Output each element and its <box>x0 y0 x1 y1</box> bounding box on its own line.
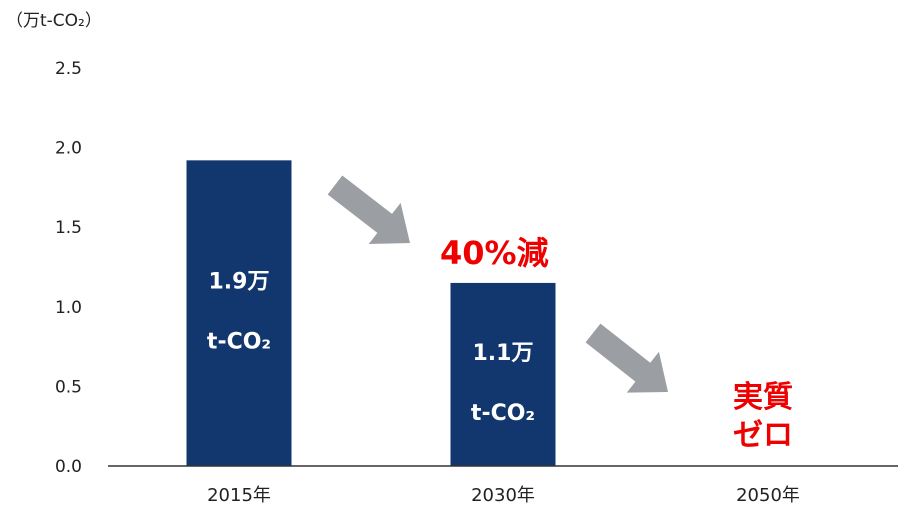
bar-2030年 <box>450 282 556 466</box>
y-tick-label: 1.0 <box>55 298 82 318</box>
decrease-arrow-2 <box>585 323 668 393</box>
y-axis-unit-label: （万t-CO₂） <box>6 11 102 31</box>
reduction-annotation: 40%減 <box>440 234 549 272</box>
y-tick-label: 0.5 <box>55 377 82 397</box>
net-zero-annotation-line1: 実質 <box>733 380 793 415</box>
bar-value-label: 1.1万 <box>473 341 534 366</box>
bar-value-label: 1.9万 <box>209 270 270 295</box>
y-tick-label: 2.0 <box>55 139 82 159</box>
bar-unit-label: t-CO₂ <box>471 401 535 426</box>
y-tick-label: 1.5 <box>55 218 82 238</box>
bar-2015年 <box>186 160 292 466</box>
net-zero-annotation-line2: ゼロ <box>733 418 793 453</box>
decrease-arrow-1 <box>327 175 410 244</box>
y-tick-label: 0.0 <box>55 457 82 477</box>
x-tick-label: 2050年 <box>736 485 800 506</box>
x-tick-label: 2015年 <box>207 485 271 506</box>
x-tick-label: 2030年 <box>471 485 535 506</box>
bar-unit-label: t-CO₂ <box>207 330 271 355</box>
y-tick-label: 2.5 <box>55 59 82 79</box>
